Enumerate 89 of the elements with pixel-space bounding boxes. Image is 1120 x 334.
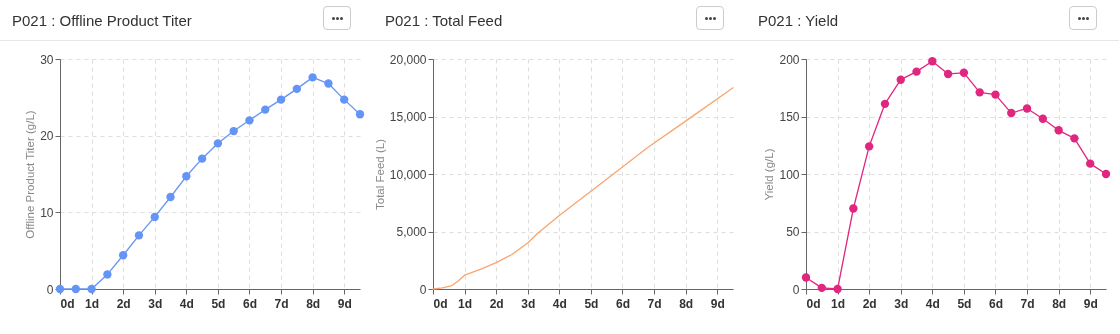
x-tick-label: 1d (831, 296, 846, 311)
y-tick-label: 200 (779, 52, 800, 67)
point (261, 105, 270, 114)
y-tick-label: 10 (40, 205, 54, 220)
point (1038, 114, 1048, 123)
point (833, 284, 842, 294)
point (975, 88, 984, 97)
point (1007, 108, 1016, 118)
x-tick-label: 0d (60, 296, 75, 311)
y-tick-label: 20,000 (389, 52, 427, 67)
x-tick-label: 9d (337, 296, 352, 311)
y-axis-title: Yield (g/L) (763, 148, 776, 201)
y-tick-label: 50 (786, 225, 800, 239)
point (817, 283, 826, 293)
point (103, 270, 112, 279)
y-tick-label: 30 (40, 52, 54, 67)
point (118, 251, 128, 260)
point (991, 90, 1000, 99)
x-tick-label: 6d (242, 296, 257, 311)
x-tick-label: 7d (274, 296, 289, 311)
point (276, 95, 286, 104)
point (87, 284, 96, 294)
point (801, 273, 811, 282)
y-tick-label: 5,000 (396, 225, 427, 239)
point (928, 57, 937, 66)
x-tick-label: 5d (584, 296, 599, 311)
point (213, 139, 223, 148)
x-tick-label: 6d (988, 296, 1003, 311)
x-tick-label: 1d (458, 296, 473, 311)
x-tick-label: 3d (521, 296, 536, 311)
point (308, 73, 317, 82)
point (182, 172, 191, 181)
x-tick-label: 5d (211, 296, 226, 311)
x-tick-label: 8d (679, 296, 694, 311)
x-tick-label: 4d (179, 296, 194, 311)
x-tick-label: 1d (85, 296, 100, 311)
x-tick-label: 9d (710, 296, 725, 311)
x-tick-label: 8d (1052, 296, 1067, 311)
x-tick-label: 4d (552, 296, 567, 311)
point (1101, 169, 1111, 179)
chart-title: P021 : Yield (758, 12, 839, 29)
point (943, 69, 953, 79)
point (1054, 126, 1063, 135)
y-tick-label: 0 (792, 282, 800, 297)
point (1086, 159, 1095, 168)
x-tick-label: 3d (148, 296, 163, 311)
point (245, 116, 254, 125)
y-tick-label: 10,000 (389, 167, 427, 182)
point (71, 284, 80, 294)
y-tick-label: 150 (779, 110, 800, 124)
point (849, 204, 858, 213)
y-tick-label: 20 (40, 129, 54, 144)
point (1070, 134, 1079, 143)
x-tick-label: 2d (489, 296, 504, 311)
y-tick-label: 100 (779, 167, 800, 182)
point (864, 142, 874, 151)
x-tick-label: 5d (957, 296, 972, 311)
x-tick-label: 8d (306, 296, 321, 311)
y-tick-label: 0 (46, 282, 54, 297)
x-tick-label: 7d (647, 296, 662, 311)
x-tick-label: 7d (1020, 296, 1035, 311)
y-tick-label: 15,000 (389, 110, 427, 124)
point (324, 79, 333, 88)
point (1022, 104, 1032, 113)
chart-title: P021 : Offline Product Titer (12, 12, 192, 29)
point (197, 154, 207, 163)
y-tick-label: 0 (419, 282, 427, 297)
point (166, 192, 175, 202)
point (150, 212, 159, 222)
x-tick-label: 3d (894, 296, 909, 311)
x-tick-label: 6d (615, 296, 630, 311)
chart-title: P021 : Total Feed (385, 12, 503, 29)
y-axis-title: Total Feed (L) (373, 138, 386, 210)
point (959, 68, 969, 77)
y-axis-title: Offline Product Titer (g/L) (24, 110, 37, 239)
x-tick-label: 2d (116, 296, 131, 311)
point (896, 75, 905, 84)
point (355, 110, 365, 119)
point (912, 67, 921, 76)
x-tick-label: 2d (862, 296, 877, 311)
x-tick-label: 4d (925, 296, 940, 311)
point (134, 231, 144, 240)
point (880, 99, 890, 109)
point (340, 95, 349, 104)
point (229, 126, 238, 136)
x-tick-label: 0d (433, 296, 448, 311)
x-tick-label: 0d (806, 296, 821, 311)
point (292, 84, 302, 94)
x-tick-label: 9d (1083, 296, 1098, 311)
